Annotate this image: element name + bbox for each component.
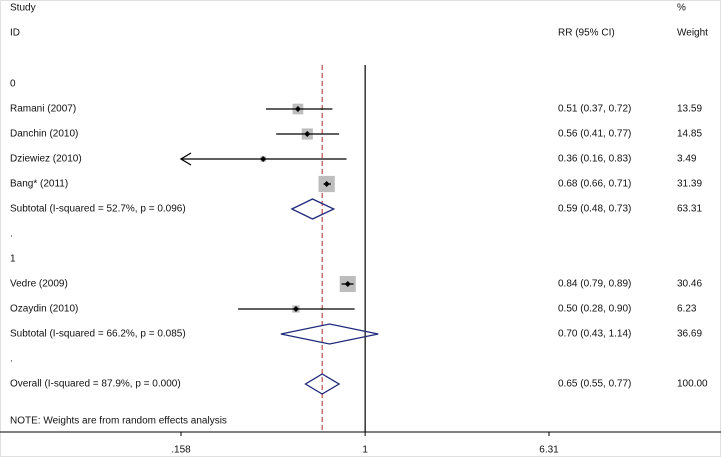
weight-label: 63.31 bbox=[677, 204, 702, 215]
note: NOTE: Weights are from random effects an… bbox=[10, 416, 227, 427]
header-study: Study bbox=[10, 3, 36, 14]
point-estimate bbox=[344, 281, 351, 287]
x-tick-label: 6.31 bbox=[539, 445, 559, 456]
header-weight: Weight bbox=[677, 28, 708, 39]
row-label: Danchin (2010) bbox=[10, 129, 78, 140]
x-tick-label: .158 bbox=[171, 445, 191, 456]
row-label: Bang* (2011) bbox=[10, 179, 68, 190]
pooled-diamond bbox=[280, 323, 379, 345]
ci-label: 0.50 (0.28, 0.90) bbox=[558, 304, 631, 315]
row-label: 1 bbox=[10, 254, 16, 265]
header-id: ID bbox=[10, 28, 20, 39]
ci-label: 0.70 (0.43, 1.14) bbox=[558, 329, 631, 340]
point-estimate bbox=[292, 306, 299, 312]
point-estimate bbox=[323, 181, 330, 187]
ci-label: 0.65 (0.55, 0.77) bbox=[558, 379, 631, 390]
ci-label: 0.59 (0.48, 0.73) bbox=[558, 204, 631, 215]
row-label: Subtotal (I-squared = 66.2%, p = 0.085) bbox=[10, 329, 186, 340]
header-weight-top: % bbox=[677, 3, 686, 14]
row-label: . bbox=[10, 354, 13, 365]
weight-label: 3.49 bbox=[677, 154, 697, 165]
weight-label: 31.39 bbox=[677, 179, 702, 190]
row-label: Ozaydin (2010) bbox=[10, 304, 78, 315]
weight-label: 14.85 bbox=[677, 129, 702, 140]
row-label: . bbox=[10, 229, 13, 240]
pooled-diamond bbox=[304, 373, 341, 395]
point-estimate bbox=[304, 131, 311, 137]
row-label: Vedre (2009) bbox=[10, 279, 68, 290]
ci-label: 0.68 (0.66, 0.71) bbox=[558, 179, 631, 190]
point-estimate bbox=[294, 106, 301, 112]
row-label: 0 bbox=[10, 79, 16, 90]
header-effect: RR (95% CI) bbox=[558, 28, 615, 39]
weight-label: 30.46 bbox=[677, 279, 702, 290]
pooled-diamond bbox=[290, 198, 336, 220]
x-tick-label: 1 bbox=[362, 445, 368, 456]
row-label: Ramani (2007) bbox=[10, 104, 76, 115]
ci-arrow bbox=[179, 152, 192, 166]
ci-label: 0.36 (0.16, 0.83) bbox=[558, 154, 631, 165]
weight-label: 13.59 bbox=[677, 104, 702, 115]
row-label: Subtotal (I-squared = 52.7%, p = 0.096) bbox=[10, 204, 186, 215]
point-estimate bbox=[260, 156, 267, 162]
weight-label: 6.23 bbox=[677, 304, 697, 315]
row-label: Overall (I-squared = 87.9%, p = 0.000) bbox=[10, 379, 181, 390]
weight-label: 100.00 bbox=[677, 379, 708, 390]
ci-label: 0.84 (0.79, 0.89) bbox=[558, 279, 631, 290]
ci-label: 0.51 (0.37, 0.72) bbox=[558, 104, 631, 115]
row-label: Dziewiez (2010) bbox=[10, 154, 82, 165]
ci-label: 0.56 (0.41, 0.77) bbox=[558, 129, 631, 140]
weight-label: 36.69 bbox=[677, 329, 702, 340]
